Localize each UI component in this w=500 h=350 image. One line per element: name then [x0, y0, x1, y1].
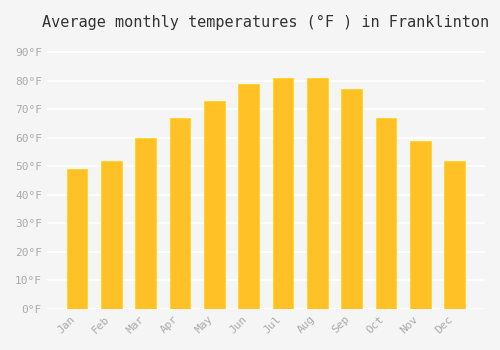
Bar: [342, 89, 362, 309]
Bar: [67, 169, 87, 309]
Bar: [238, 84, 259, 309]
Bar: [170, 118, 190, 309]
Bar: [204, 101, 225, 309]
Bar: [410, 141, 430, 309]
Bar: [101, 161, 121, 309]
Bar: [444, 161, 465, 309]
Bar: [273, 78, 293, 309]
Title: Average monthly temperatures (°F ) in Franklinton: Average monthly temperatures (°F ) in Fr…: [42, 15, 490, 30]
Bar: [376, 118, 396, 309]
Bar: [307, 78, 328, 309]
Bar: [136, 138, 156, 309]
